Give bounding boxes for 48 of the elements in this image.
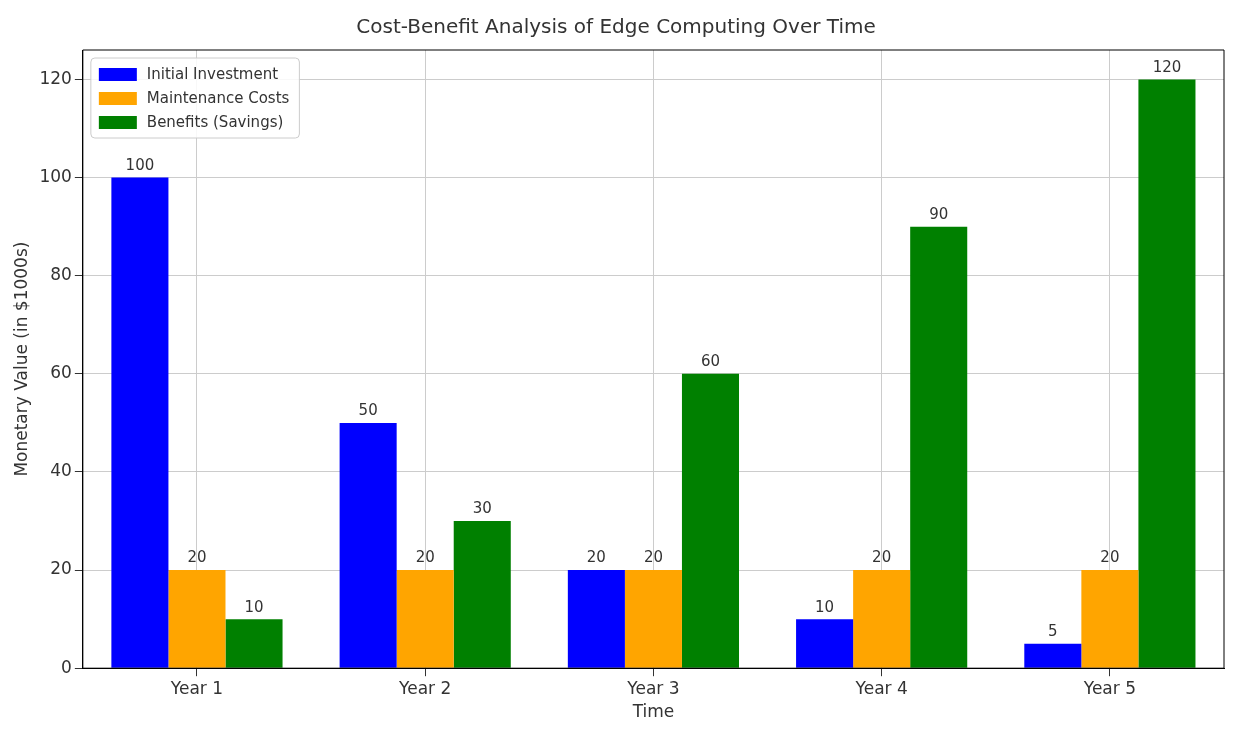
data-label: 50 xyxy=(358,401,378,420)
x-tick-label: Year 1 xyxy=(169,677,224,698)
legend-label: Benefits (Savings) xyxy=(146,112,284,131)
data-label: 120 xyxy=(1152,57,1182,76)
data-label: 20 xyxy=(1100,548,1120,567)
data-label: 100 xyxy=(125,155,155,174)
bar xyxy=(1081,570,1139,668)
bar xyxy=(111,177,169,668)
y-tick-label: 0 xyxy=(61,656,72,677)
bar xyxy=(910,226,968,668)
bar xyxy=(1138,79,1196,668)
y-tick-label: 120 xyxy=(39,67,72,88)
bar xyxy=(567,570,625,668)
legend-label: Initial Investment xyxy=(146,64,279,83)
data-label: 5 xyxy=(1048,622,1058,641)
y-tick-label: 60 xyxy=(50,362,72,383)
y-axis-title: Monetary Value (in $1000s) xyxy=(10,241,31,477)
bar xyxy=(168,570,226,668)
chart-title: Cost-Benefit Analysis of Edge Computing Over Time xyxy=(356,14,876,39)
legend-label: Maintenance Costs xyxy=(146,88,290,107)
x-tick-label: Year 2 xyxy=(398,677,452,698)
bar xyxy=(225,619,283,668)
bar xyxy=(1024,643,1082,668)
data-label: 10 xyxy=(244,597,264,616)
bar xyxy=(453,521,511,668)
y-tick-label: 80 xyxy=(50,264,72,285)
data-label: 20 xyxy=(643,548,663,567)
bar xyxy=(681,373,740,668)
x-tick-label: Year 4 xyxy=(854,677,908,698)
x-tick-label: Year 3 xyxy=(626,677,680,698)
data-label: 20 xyxy=(872,548,892,567)
y-tick-label: 100 xyxy=(39,165,72,186)
bar xyxy=(396,570,454,668)
data-label: 10 xyxy=(815,597,835,616)
data-label: 30 xyxy=(472,499,492,518)
data-label: 20 xyxy=(415,548,435,567)
data-label: 20 xyxy=(187,548,207,567)
x-tick-label: Year 5 xyxy=(1082,677,1136,698)
bar xyxy=(339,422,397,668)
data-label: 90 xyxy=(929,205,949,224)
bar xyxy=(853,570,911,668)
y-tick-label: 40 xyxy=(50,460,72,481)
data-label: 60 xyxy=(700,352,721,371)
bar xyxy=(796,619,854,668)
data-label: 20 xyxy=(586,548,606,567)
x-axis-title: Time xyxy=(631,701,675,722)
y-tick-label: 20 xyxy=(50,558,72,579)
bar xyxy=(624,570,682,668)
